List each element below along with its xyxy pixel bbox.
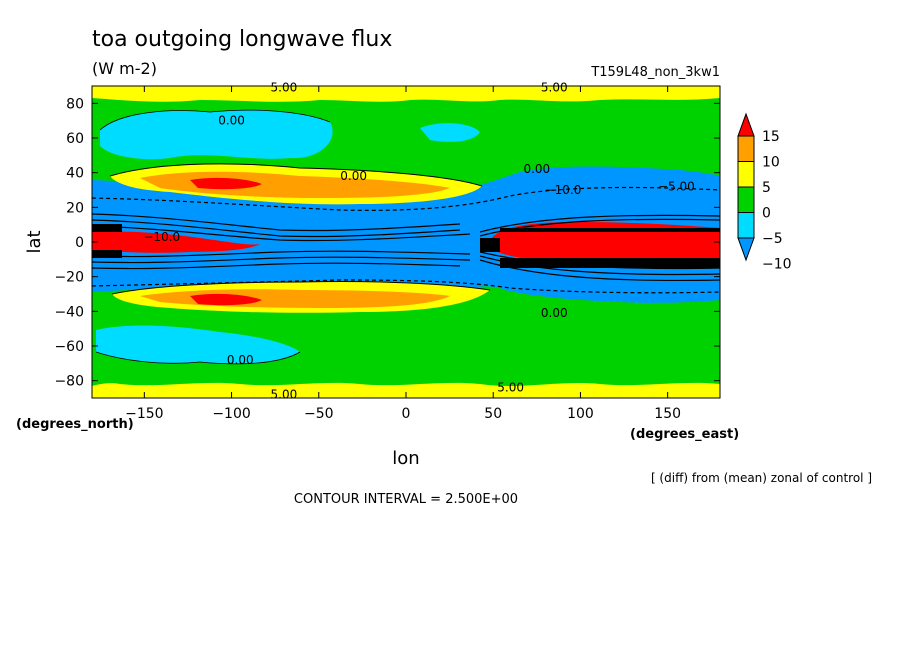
dense-contour-lines [92, 109, 720, 365]
colorbar-label: 0 [762, 206, 771, 222]
colorbar-top-arrow [737, 112, 755, 137]
x-axis: −150 −100 −50 0 50 100 150 [125, 86, 681, 422]
south-midlat-negative [96, 325, 300, 364]
north-midlat-negative [100, 110, 333, 160]
y-tick-label: 0 [75, 235, 84, 251]
colorbar-segment [737, 135, 755, 162]
tropical-negative-band [92, 166, 720, 303]
y-axis-label: lat [24, 230, 45, 253]
contour-label: 5.00 [497, 381, 524, 395]
contour-label: 0.00 [541, 306, 568, 320]
x-tick-label: 50 [484, 406, 502, 422]
y-axis-units: (degrees_north) [16, 417, 134, 432]
contour-label: 0.00 [227, 353, 254, 367]
y-tick-label: −20 [54, 270, 84, 286]
contour-label: 0.00 [523, 162, 550, 176]
contour-label: −10.0 [143, 230, 180, 244]
comparison-note: [ (diff) from (mean) zonal of control ] [651, 471, 872, 485]
colorbar-segment [737, 212, 755, 239]
contour-label: 0.00 [218, 114, 245, 128]
colorbar-label: 15 [762, 129, 780, 145]
north-midlat-negative-2 [420, 123, 480, 142]
colorbar-label: 10 [762, 155, 780, 171]
plot-area [92, 86, 720, 398]
x-tick-label: 0 [402, 406, 411, 422]
colorbar-label: 5 [762, 180, 771, 196]
y-tick-label: 80 [66, 96, 84, 112]
y-tick-label: 20 [66, 200, 84, 216]
colorbar: 15 10 5 0 −5 −10 [737, 112, 792, 273]
contour-label: 0.00 [340, 169, 367, 183]
x-axis-label: lon [392, 448, 419, 469]
x-tick-label: −50 [304, 406, 334, 422]
colorbar-segment [737, 161, 755, 188]
y-tick-label: −40 [54, 304, 84, 320]
contour-label: 5.00 [271, 388, 298, 402]
equatorial-positive-band [92, 231, 260, 253]
equatorial-contour-cluster [92, 224, 720, 268]
chart-title: toa outgoing longwave flux [92, 27, 392, 52]
north-polar-cap [92, 86, 720, 102]
contour-label: 5.00 [541, 81, 568, 95]
colorbar-label: −10 [762, 257, 792, 273]
x-tick-label: 150 [654, 406, 681, 422]
chart-units: (W m-2) [92, 59, 157, 78]
contour-label: −10.0 [545, 183, 582, 197]
y-tick-label: −80 [54, 374, 84, 390]
colorbar-segment [737, 186, 755, 213]
contour-label: −5.00 [658, 180, 695, 194]
colorbar-bottom-arrow [737, 237, 755, 262]
y-tick-label: −60 [54, 339, 84, 355]
colorbar-label: −5 [762, 231, 783, 247]
x-axis-units: (degrees_east) [630, 427, 739, 442]
south-polar-cap [92, 382, 720, 398]
run-label: T159L48_non_3kw1 [590, 65, 720, 80]
south-subtropical-red [190, 293, 262, 306]
x-tick-label: 100 [567, 406, 594, 422]
y-tick-label: 40 [66, 166, 84, 182]
north-subtropical-red [190, 177, 262, 190]
y-axis: 80 60 40 20 0 −20 −40 −60 −80 [54, 96, 720, 390]
x-tick-label: −100 [212, 406, 250, 422]
contour-labels: 5.00 5.00 0.00 0.00 0.00 −10.0 −5.00 −10.0 0.00 0… [143, 81, 694, 402]
contour-interval: CONTOUR INTERVAL = 2.500E+00 [294, 492, 518, 507]
x-tick-label: −150 [125, 406, 163, 422]
y-tick-label: 60 [66, 131, 84, 147]
contour-label: 5.00 [271, 81, 298, 95]
